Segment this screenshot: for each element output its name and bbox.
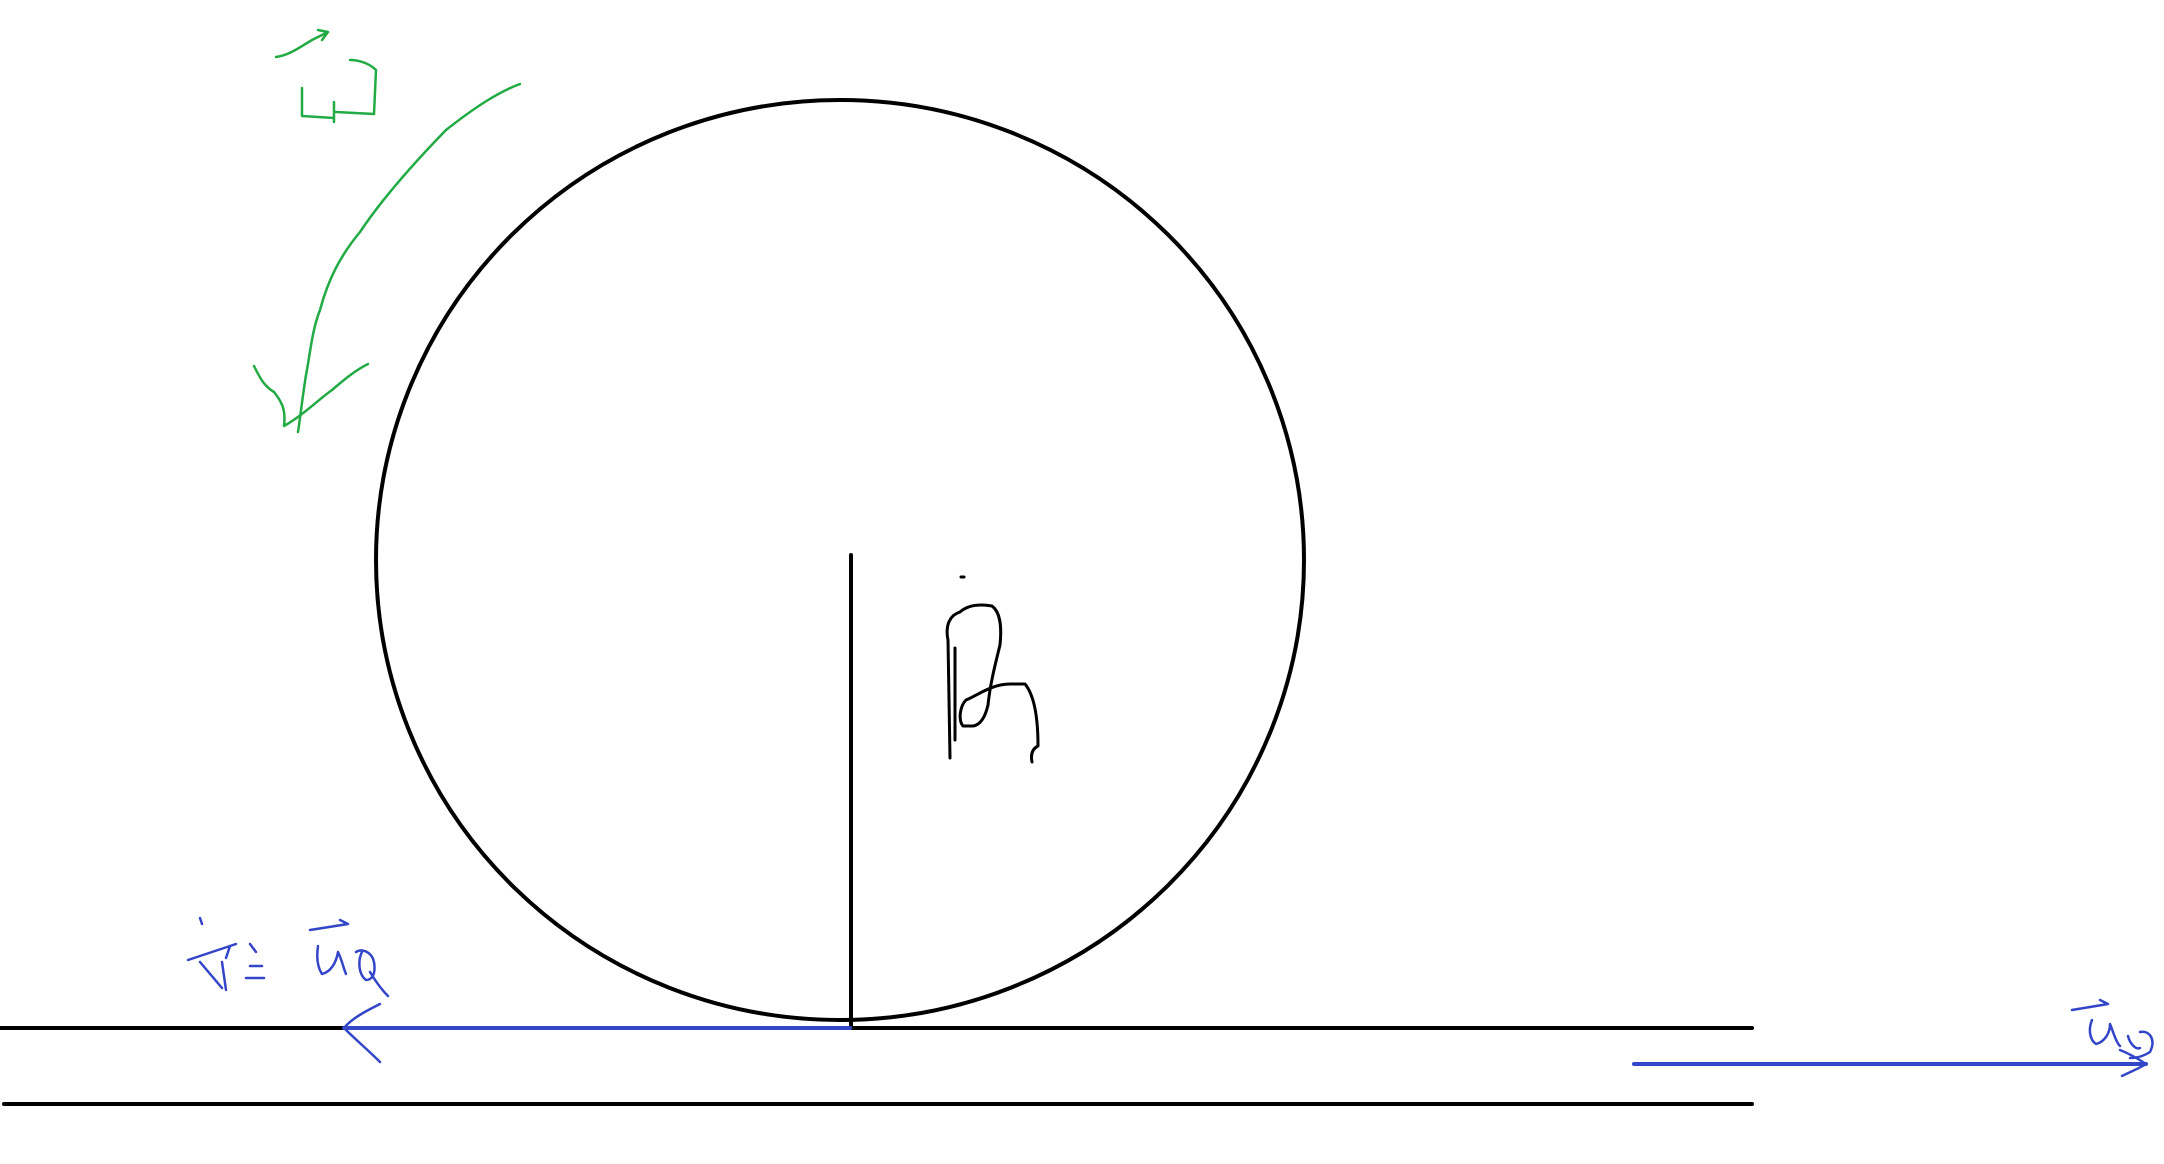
angular-velocity-label-handwritten xyxy=(274,28,378,124)
angular-velocity-arrow xyxy=(252,82,522,434)
radius-label-handwritten xyxy=(945,575,1040,764)
contact-velocity-label-handwritten xyxy=(186,916,390,998)
wheel-circle xyxy=(374,98,1306,1022)
translational-velocity-arrow xyxy=(1632,1048,2148,1078)
translational-velocity-label-handwritten xyxy=(2070,998,2154,1060)
contact-velocity-arrow xyxy=(342,1002,852,1064)
